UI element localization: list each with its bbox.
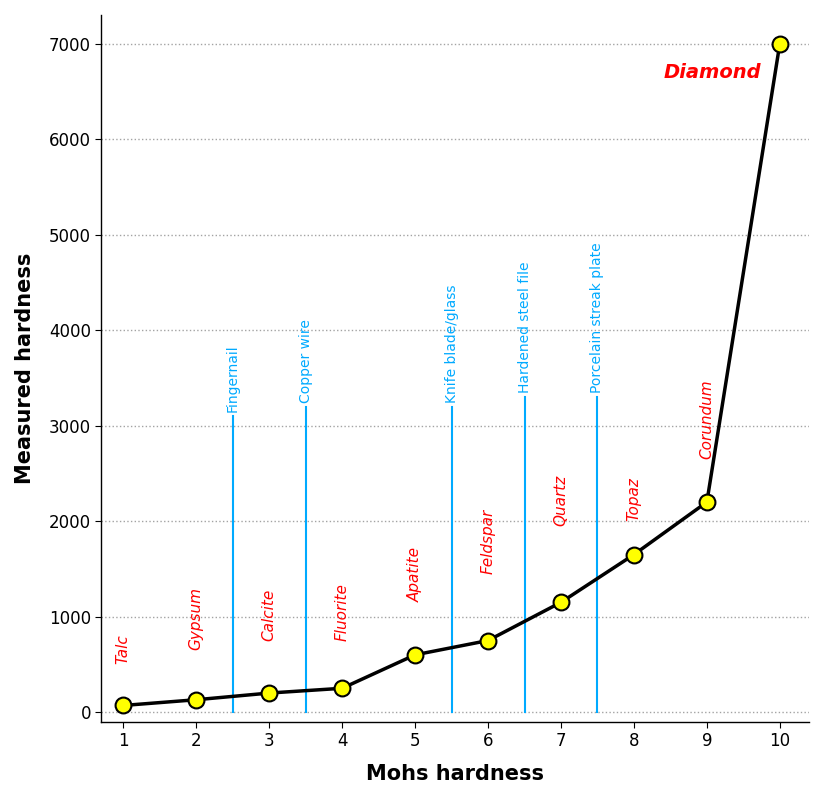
Text: Diamond: Diamond — [664, 63, 761, 81]
Text: Feldspar: Feldspar — [480, 508, 495, 574]
Text: Porcelain streak plate: Porcelain streak plate — [591, 243, 605, 393]
Point — [555, 596, 568, 609]
Point — [190, 694, 203, 706]
Text: Gypsum: Gypsum — [189, 587, 204, 650]
Text: Copper wire: Copper wire — [298, 319, 312, 403]
Text: Calcite: Calcite — [262, 588, 277, 641]
Text: Hardened steel file: Hardened steel file — [517, 262, 531, 393]
Text: Corundum: Corundum — [700, 380, 714, 459]
X-axis label: Mohs hardness: Mohs hardness — [366, 764, 544, 784]
Point — [773, 38, 786, 50]
Point — [700, 495, 714, 508]
Point — [481, 634, 494, 647]
Text: Fluorite: Fluorite — [335, 582, 349, 641]
Text: Apatite: Apatite — [408, 547, 423, 602]
Point — [335, 682, 349, 694]
Text: Topaz: Topaz — [626, 477, 641, 521]
Text: Talc: Talc — [116, 634, 131, 665]
Text: Knife blade/glass: Knife blade/glass — [445, 284, 459, 403]
Text: Fingernail: Fingernail — [226, 344, 240, 412]
Point — [117, 699, 130, 712]
Point — [263, 686, 276, 699]
Point — [627, 548, 640, 561]
Y-axis label: Measured hardness: Measured hardness — [15, 252, 35, 484]
Text: Quartz: Quartz — [554, 475, 569, 526]
Point — [409, 649, 422, 662]
